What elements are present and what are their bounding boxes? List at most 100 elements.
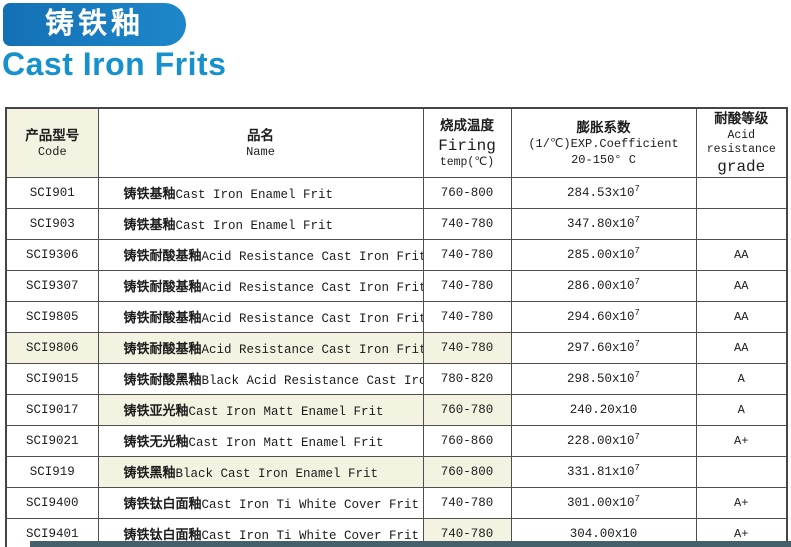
header-name-cn: 品名: [247, 127, 274, 143]
expansion-value: 240.20x10: [569, 403, 638, 418]
table-row: SCI903 铸铁基釉Cast Iron Enamel Frit 740-780…: [5, 208, 788, 241]
expansion-value: 298.50x10: [567, 372, 635, 387]
cell-firing: 760-780: [422, 394, 512, 427]
product-name-cn: 铸铁耐酸基釉: [123, 279, 202, 295]
header-expansion-cn: 膨胀系数: [576, 119, 631, 135]
cell-expansion: 347.80x107: [510, 208, 697, 241]
cell-expansion: 331.81x107: [510, 456, 697, 489]
cell-firing: 740-780: [422, 239, 512, 272]
product-name-cn: 铸铁钛白面釉: [123, 496, 202, 512]
product-name-en: Cast Iron Matt Enamel Frit: [188, 436, 384, 451]
cell-code: SCI919: [5, 456, 99, 489]
cell-grade: AA: [695, 332, 788, 365]
expansion-value: 301.00x10: [567, 496, 635, 511]
product-name-cn: 铸铁基釉: [123, 217, 176, 233]
table-row: SCI919 铸铁黑釉Black Cast Iron Enamel Frit 7…: [5, 456, 788, 489]
expansion-exponent: 7: [634, 494, 640, 505]
product-name-en: Cast Iron Enamel Frit: [175, 219, 334, 234]
cell-grade: AA: [695, 301, 788, 334]
header-code-cn: 产品型号: [25, 127, 80, 143]
header-firing-unit: temp(℃): [439, 155, 495, 169]
product-name-cn: 铸铁黑釉: [123, 465, 176, 481]
expansion-value: 284.53x10: [567, 186, 635, 201]
cell-grade: AA: [695, 239, 788, 272]
header-expansion-en: (1/℃)EXP.Coefficient: [528, 137, 679, 152]
cell-code: SCI9021: [5, 425, 99, 458]
table-row: SCI9307 铸铁耐酸基釉Acid Resistance Cast Iron …: [5, 270, 788, 303]
expansion-value: 294.60x10: [567, 310, 635, 325]
product-name-en: Cast Iron Matt Enamel Frit: [188, 405, 384, 420]
cell-code: SCI9015: [5, 363, 99, 396]
product-name-cn: 铸铁钛白面釉: [123, 527, 202, 543]
cell-name: 铸铁基釉Cast Iron Enamel Frit: [97, 208, 424, 241]
cell-expansion: 298.50x107: [510, 363, 697, 396]
cell-expansion: 240.20x10: [510, 394, 697, 427]
table-row: SCI9400 铸铁钛白面釉Cast Iron Ti White Cover F…: [5, 487, 788, 520]
expansion-exponent: 7: [634, 370, 640, 381]
cell-name: 铸铁耐酸基釉Acid Resistance Cast Iron Frit: [97, 301, 424, 334]
header-name: 品名 Name: [97, 107, 424, 179]
cell-firing: 760-800: [422, 456, 512, 489]
table-row: SCI9017 铸铁亚光釉Cast Iron Matt Enamel Frit …: [5, 394, 788, 427]
cell-firing: 740-780: [422, 301, 512, 334]
cell-code: SCI9401: [5, 518, 99, 547]
cell-name: 铸铁耐酸基釉Acid Resistance Cast Iron Frit: [97, 270, 424, 303]
product-name-en: Black Acid Resistance Cast Iron Frit: [201, 374, 422, 389]
cell-grade: [695, 177, 788, 210]
product-name-en: Acid Resistance Cast Iron Frit: [201, 281, 423, 296]
cell-expansion: 294.60x107: [510, 301, 697, 334]
product-name-en: Cast Iron Ti White Cover Frit: [201, 498, 420, 513]
product-name-cn: 铸铁耐酸基釉: [123, 310, 202, 326]
cell-expansion: 228.00x107: [510, 425, 697, 458]
product-name-cn: 铸铁耐酸黑釉: [123, 372, 202, 388]
header-grade-en2: grade: [717, 158, 766, 177]
expansion-exponent: 7: [634, 246, 640, 257]
cell-firing: 740-780: [422, 270, 512, 303]
expansion-exponent: 7: [634, 184, 640, 195]
expansion-value: 285.00x10: [567, 248, 635, 263]
cell-code: SCI9805: [5, 301, 99, 334]
expansion-exponent: 7: [634, 339, 640, 350]
expansion-exponent: 7: [634, 215, 640, 226]
expansion-value: 228.00x10: [567, 434, 635, 449]
product-name-en: Acid Resistance Cast Iron Frit: [201, 343, 423, 358]
section-title-cn: 铸铁釉: [44, 8, 144, 40]
product-name-en: Cast Iron Enamel Frit: [175, 188, 334, 203]
cell-expansion: 285.00x107: [510, 239, 697, 272]
product-name-en: Acid Resistance Cast Iron Frit: [201, 312, 423, 327]
cell-grade: AA: [695, 270, 788, 303]
cell-code: SCI901: [5, 177, 99, 210]
cell-firing: 740-780: [422, 487, 512, 520]
cell-name: 铸铁钛白面釉Cast Iron Ti White Cover Frit: [97, 487, 424, 520]
cell-expansion: 286.00x107: [510, 270, 697, 303]
product-name-cn: 铸铁亚光釉: [123, 403, 189, 419]
expansion-value: 297.60x10: [567, 341, 635, 356]
header-grade: 耐酸等级 Acid resistance grade: [695, 107, 788, 179]
footer-accent-bar: [30, 541, 791, 547]
cell-grade: [695, 208, 788, 241]
product-table-container: 产品型号 Code 品名 Name 烧成温度 Firing temp(℃) 膨胀…: [5, 107, 788, 547]
header-name-en: Name: [246, 145, 275, 160]
cell-firing: 780-820: [422, 363, 512, 396]
expansion-exponent: 7: [634, 277, 640, 288]
cell-grade: A+: [695, 487, 788, 520]
cell-grade: A: [695, 394, 788, 427]
expansion-value: 347.80x10: [567, 217, 635, 232]
header-firing-cn: 烧成温度: [440, 118, 494, 134]
cell-firing: 740-780: [422, 332, 512, 365]
table-row: SCI9015 铸铁耐酸黑釉Black Acid Resistance Cast…: [5, 363, 788, 396]
cell-code: SCI9806: [5, 332, 99, 365]
cell-name: 铸铁耐酸基釉Acid Resistance Cast Iron Frit: [97, 332, 424, 365]
product-name-en: Acid Resistance Cast Iron Frit: [201, 250, 423, 265]
cell-grade: A: [695, 363, 788, 396]
cell-expansion: 297.60x107: [510, 332, 697, 365]
header-grade-cn: 耐酸等级: [714, 111, 769, 126]
cell-grade: A+: [695, 425, 788, 458]
header-code-en: Code: [37, 145, 67, 160]
cell-name: 铸铁无光釉Cast Iron Matt Enamel Frit: [97, 425, 424, 458]
product-name-cn: 铸铁无光釉: [123, 434, 189, 450]
product-name-cn: 铸铁耐酸基釉: [123, 248, 202, 264]
header-code: 产品型号 Code: [5, 107, 99, 179]
product-name-cn: 铸铁基釉: [123, 186, 176, 202]
